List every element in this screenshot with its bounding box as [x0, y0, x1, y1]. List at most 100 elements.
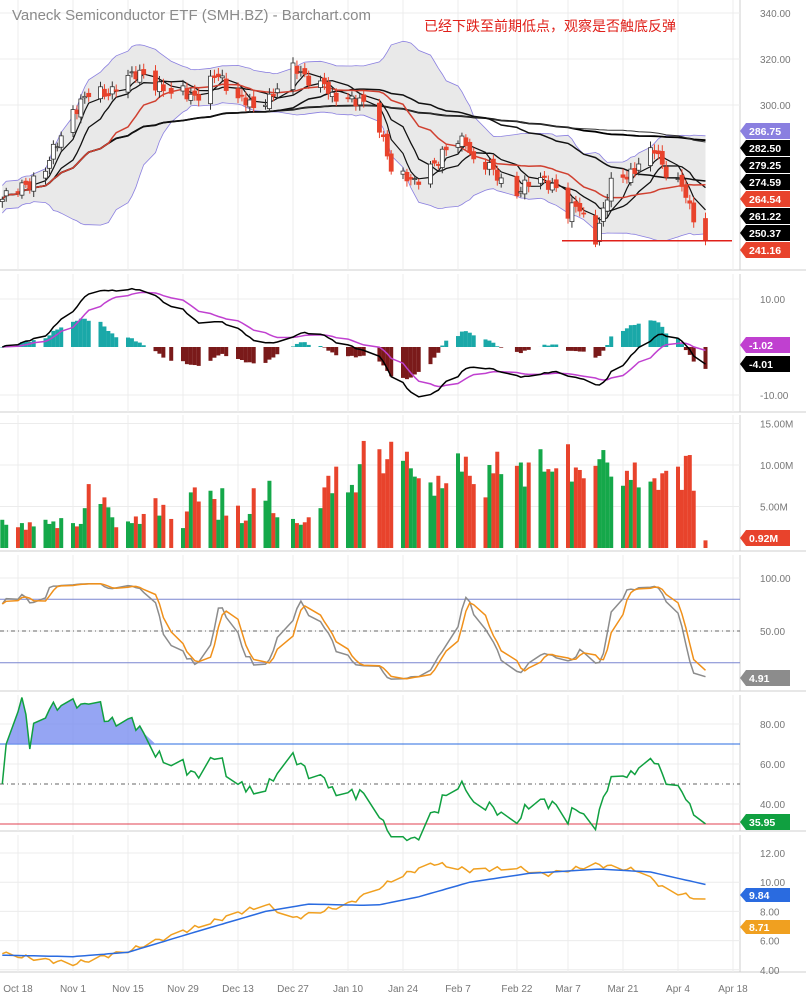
y-tick-label: 60.00 — [760, 760, 785, 771]
price-badge — [740, 920, 790, 934]
candle-body — [58, 135, 64, 148]
candle-body — [192, 90, 198, 96]
macd-histogram-bar — [326, 347, 331, 351]
candle-body — [50, 143, 56, 160]
candle-body — [518, 191, 524, 194]
candle-body — [113, 89, 119, 92]
price-badge-label: 264.54 — [749, 194, 781, 206]
macd-histogram-bar — [526, 347, 531, 350]
macd-histogram-bar — [632, 324, 637, 347]
macd-histogram-bar — [196, 347, 201, 366]
bollinger-lower — [2, 102, 706, 242]
price-badge — [740, 191, 790, 207]
annotation-text: 已经下跌至前期低点，观察是否触底反弹 — [424, 18, 676, 34]
macd-histogram-bar — [499, 347, 504, 348]
x-tick-label: Apr 18 — [718, 984, 748, 995]
candle-body — [243, 97, 249, 106]
candle-body — [659, 151, 665, 165]
volume-bar — [652, 478, 657, 548]
macd-histogram-bar — [153, 347, 158, 352]
volume-bar — [463, 456, 468, 548]
sma-20-line — [1, 83, 706, 200]
candle-body — [435, 164, 441, 166]
volume-bar — [322, 487, 327, 548]
volume-bar — [298, 524, 303, 548]
volume-bar — [59, 518, 64, 548]
volume-bar — [381, 473, 386, 548]
macd-signal-line — [2, 291, 706, 388]
candle-body — [428, 163, 433, 185]
macd-histogram-bar — [129, 338, 134, 347]
candle-body — [620, 174, 626, 178]
volume-bar — [23, 529, 28, 548]
candle-body — [157, 81, 162, 93]
macd-histogram-bar — [220, 347, 225, 354]
volume-bar — [334, 466, 339, 548]
candle-body — [404, 171, 410, 182]
lower-series-line — [2, 868, 706, 958]
candle-body — [129, 71, 135, 74]
volume-bar — [192, 487, 197, 548]
y-tick-label: 300.00 — [760, 101, 791, 112]
price-badge-label: 35.95 — [749, 817, 775, 829]
x-tick-label: Jan 24 — [388, 984, 418, 995]
candle-body — [294, 65, 300, 74]
macd-histogram-bar — [263, 347, 268, 363]
macd-histogram-bar — [546, 345, 551, 347]
volume-bar — [416, 478, 421, 548]
y-tick-label: 15.00M — [760, 420, 793, 431]
candle-body — [353, 99, 359, 107]
volume-bar — [601, 450, 606, 548]
y-tick-label: 10.00 — [760, 878, 785, 889]
volume-bar — [188, 492, 193, 548]
candle-body — [137, 69, 143, 83]
volume-bar — [302, 522, 307, 548]
stochastic-d-line — [1, 583, 707, 680]
candle-body — [318, 80, 323, 88]
macd-histogram-bar — [161, 347, 166, 358]
volume-bar — [377, 449, 382, 548]
candle-body — [160, 84, 166, 92]
volume-bar — [224, 515, 229, 548]
y-tick-label: 4.00 — [760, 966, 780, 977]
macd-histogram-bar — [184, 347, 189, 365]
candle-body — [483, 161, 488, 170]
candle-body — [581, 212, 587, 215]
price-badge-label: 261.22 — [749, 211, 781, 223]
macd-histogram-bar — [459, 331, 464, 347]
macd-histogram-bar — [346, 347, 350, 357]
macd-histogram-bar — [601, 347, 606, 351]
macd-histogram-bar — [357, 347, 362, 357]
volume-bar — [522, 486, 527, 548]
volume-bar — [153, 498, 158, 548]
volume-bar — [609, 476, 614, 548]
candle-body — [153, 70, 158, 91]
macd-histogram-bar — [652, 320, 657, 347]
volume-bar — [106, 507, 111, 548]
volume-bar — [349, 484, 354, 548]
price-badge-label: -1.02 — [749, 340, 773, 352]
macd-histogram-bar — [78, 318, 83, 347]
macd-histogram-bar — [522, 347, 527, 351]
candle-body — [109, 86, 115, 95]
macd-histogram-bar — [444, 340, 449, 347]
macd-histogram-bar — [664, 333, 669, 347]
macd-histogram-bar — [573, 347, 578, 352]
macd-histogram-bar — [247, 347, 252, 363]
volume-bar — [212, 499, 217, 548]
volume-bar — [110, 517, 115, 548]
macd-histogram-bar — [275, 347, 280, 355]
y-tick-label: 40.00 — [760, 800, 785, 811]
candle-body — [636, 163, 642, 171]
candle-body — [267, 93, 272, 110]
bollinger-band-fill — [2, 41, 706, 241]
macd-histogram-bar — [106, 330, 111, 347]
volume-bar — [216, 519, 221, 548]
candle-body — [628, 168, 634, 183]
volume-bar — [436, 475, 441, 548]
candle-body — [675, 178, 681, 180]
macd-histogram-bar — [208, 347, 213, 361]
volume-bar — [31, 526, 36, 548]
x-tick-label: Nov 29 — [167, 984, 199, 995]
candle-body — [74, 109, 80, 115]
